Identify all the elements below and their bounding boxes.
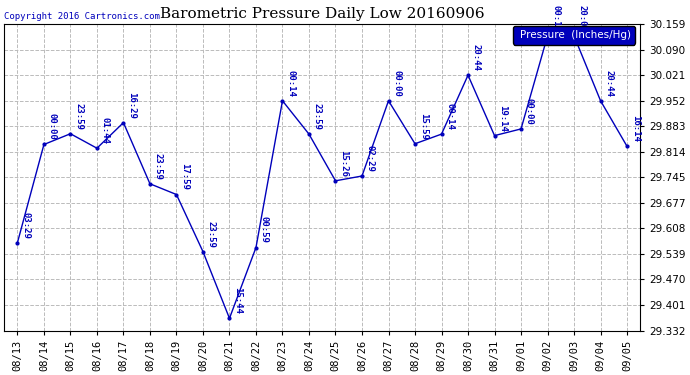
Text: 16:29: 16:29 (127, 92, 137, 118)
Text: 00:59: 00:59 (260, 216, 269, 243)
Text: 03:29: 03:29 (21, 211, 30, 238)
Text: 17:59: 17:59 (180, 164, 189, 190)
Text: 02:29: 02:29 (366, 145, 375, 172)
Text: 15:44: 15:44 (233, 287, 242, 314)
Title: Barometric Pressure Daily Low 20160906: Barometric Pressure Daily Low 20160906 (160, 8, 484, 21)
Text: 23:59: 23:59 (207, 220, 216, 248)
Text: 20:44: 20:44 (604, 70, 613, 97)
Legend: Pressure  (Inches/Hg): Pressure (Inches/Hg) (513, 26, 635, 45)
Text: 19:14: 19:14 (498, 105, 507, 131)
Text: 20:44: 20:44 (472, 44, 481, 71)
Text: 23:59: 23:59 (313, 103, 322, 130)
Text: 16:14: 16:14 (631, 115, 640, 142)
Text: 23:59: 23:59 (154, 153, 163, 180)
Text: 01:44: 01:44 (101, 117, 110, 144)
Text: 00:00: 00:00 (525, 98, 534, 125)
Text: 00:14: 00:14 (286, 70, 295, 97)
Text: 20:00: 20:00 (578, 5, 587, 32)
Text: 00:00: 00:00 (48, 114, 57, 140)
Text: 00:14: 00:14 (445, 103, 454, 130)
Text: Copyright 2016 Cartronics.com: Copyright 2016 Cartronics.com (4, 12, 160, 21)
Text: 00:00: 00:00 (393, 70, 402, 97)
Text: 15:59: 15:59 (419, 113, 428, 140)
Text: 15:26: 15:26 (339, 150, 348, 177)
Text: 00:14: 00:14 (551, 5, 560, 32)
Text: 23:59: 23:59 (75, 103, 83, 130)
